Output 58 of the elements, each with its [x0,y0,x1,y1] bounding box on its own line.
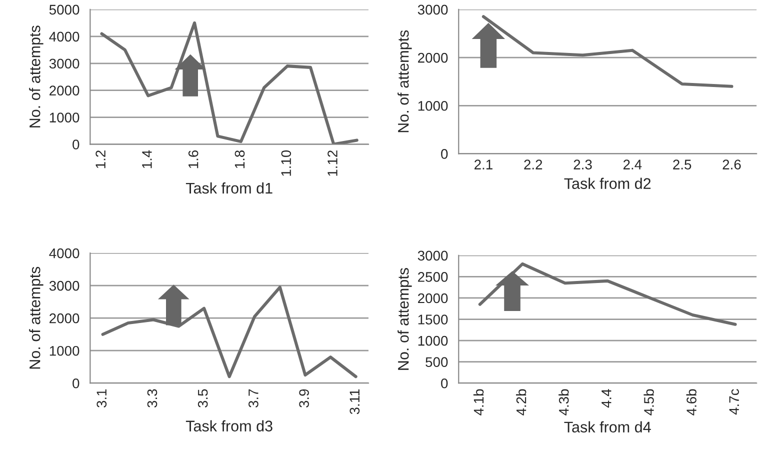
y-axis-title: No. of attempts [398,268,412,370]
x-tick-label: 1.12 [328,150,338,176]
y-tick-label: 2000 [50,86,80,96]
y-tick-label: 2500 [418,272,448,282]
y-tick-label: 3000 [49,58,80,69]
y-tick-label: 4000 [49,248,80,258]
y-tick-label: 1500 [418,314,448,324]
x-tick-label: 3.3 [147,389,158,408]
x-tick-label: 3.5 [198,389,208,408]
y-tick-label: 2000 [418,52,448,63]
line-series [100,21,358,144]
y-axis-title: No. of attempts [29,266,44,369]
y-tick-label: 2000 [50,313,80,324]
x-tick-label: 4.2b [516,389,526,416]
y-tick-label: 0 [72,140,80,150]
x-tick-label: 1.2 [96,150,106,168]
x-tick-label: 3.7 [248,389,258,408]
y-tick-label: 0 [441,378,448,388]
y-tick-label: 4000 [49,32,80,42]
y-tick-label: 2000 [418,293,448,304]
y-tick-label: 1000 [418,336,448,346]
x-axis-title: Task from d3 [186,420,272,432]
x-tick-label: 3.11 [350,389,360,414]
x-tick-label: 4.1b [473,389,484,416]
line-series [478,262,737,326]
y-tick-label: 3000 [418,250,448,261]
y-tick-label: 1000 [418,100,448,111]
x-tick-label: 4.5b [644,389,654,416]
y-tick-label: 3000 [418,4,448,15]
x-tick-label: 4.4 [602,389,612,408]
y-axis-title: No. of attempts [398,30,412,132]
x-axis-title: Task from d4 [564,421,651,432]
x-tick-label: 2.4 [623,160,642,170]
x-tick-label: 2.6 [722,160,741,170]
y-tick-label: 1000 [50,112,80,122]
x-tick-label: 2.5 [673,160,692,170]
x-tick-label: 1.8 [234,150,245,168]
x-tick-label: 1.6 [188,150,198,168]
x-tick-label: 2.3 [574,160,592,170]
x-axis-title: Task from d1 [186,182,272,194]
y-tick-label: 500 [426,357,448,368]
x-tick-label: 3.1 [96,389,107,408]
y-tick-label: 0 [72,378,80,388]
x-tick-label: 4.6b [686,389,696,416]
x-axis-title: Task from d2 [564,178,651,190]
y-tick-label: 0 [441,149,448,159]
y-tick-label: 1000 [50,346,80,356]
x-tick-label: 2.2 [524,160,542,170]
x-tick-label: 4.7c [729,389,740,415]
x-tick-label: 4.3b [558,389,569,416]
y-tick-label: 3000 [49,280,80,291]
x-tick-label: 2.1 [474,160,492,170]
line-series [101,286,358,378]
y-tick-label: 5000 [49,4,80,15]
x-tick-label: 1.4 [142,150,152,168]
x-tick-label: 3.9 [299,389,309,408]
y-axis-title: No. of attempts [29,26,44,128]
x-tick-label: 1.10 [281,150,292,176]
